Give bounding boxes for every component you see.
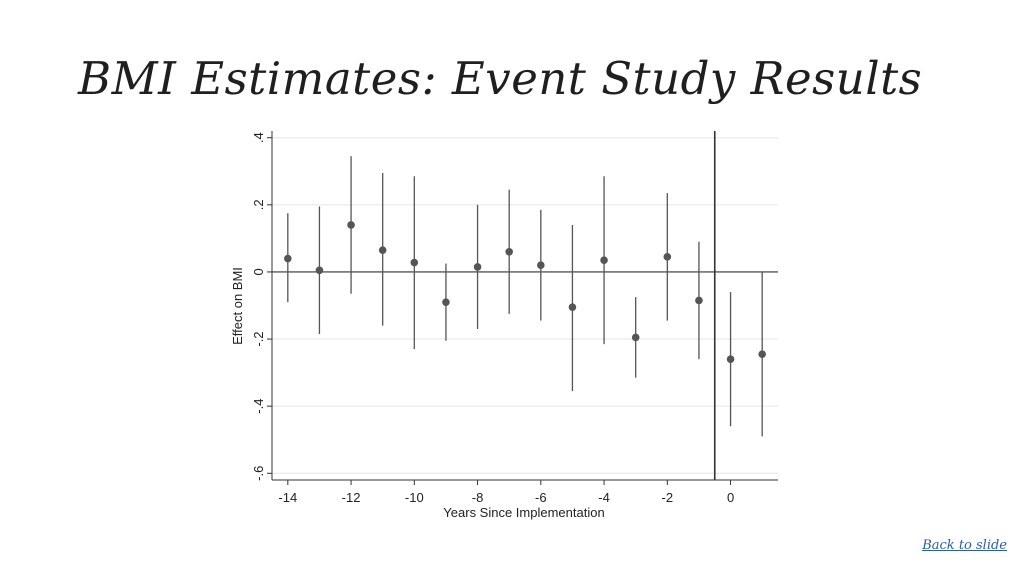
data-point [505, 248, 513, 256]
y-tick-label: -.4 [251, 399, 266, 414]
x-tick-labels: -14 -12 -10 -8 -6 -4 -2 0 [278, 490, 734, 505]
data-point [442, 298, 450, 306]
data-point [537, 261, 545, 270]
data-point [695, 296, 703, 305]
data-point [600, 256, 608, 264]
x-tick-label: -10 [405, 490, 424, 505]
grid-lines [272, 137, 778, 474]
x-tick-label: -2 [662, 490, 674, 505]
x-tick-label: -4 [598, 490, 610, 505]
x-tick-label: -6 [535, 490, 547, 505]
back-to-slide-link[interactable]: Back to slide [922, 538, 1007, 553]
data-point [378, 246, 387, 254]
data-point [410, 258, 419, 267]
x-tick-label: -12 [342, 490, 361, 505]
data-point [473, 263, 482, 271]
data-point [284, 254, 292, 263]
x-tick-label: -14 [278, 490, 297, 505]
plot-frame [267, 131, 778, 485]
confidence-intervals [287, 156, 763, 437]
y-tick-label: -.6 [251, 466, 266, 481]
x-tick-label: -8 [472, 490, 484, 505]
y-tick-label: 0 [251, 268, 266, 275]
data-point [315, 266, 324, 275]
data-point [726, 355, 735, 363]
y-axis-title: Effect on BMI [230, 267, 245, 345]
data-point [758, 350, 766, 358]
y-tick-label: .2 [251, 199, 266, 210]
data-point [631, 333, 640, 342]
data-point [568, 303, 577, 311]
reference-lines [272, 131, 778, 480]
y-tick-labels: -.6 -.4 -.2 0 .2 .4 [251, 132, 266, 481]
x-axis-title: Years Since Implementation [443, 505, 604, 520]
data-point [347, 221, 355, 229]
y-tick-label: .4 [251, 132, 266, 143]
slide-title: BMI Estimates: Event Study Results [78, 52, 923, 105]
x-tick-label: 0 [727, 490, 734, 505]
data-point [663, 253, 672, 261]
point-estimates [284, 221, 766, 363]
y-tick-label: -.2 [251, 331, 266, 346]
